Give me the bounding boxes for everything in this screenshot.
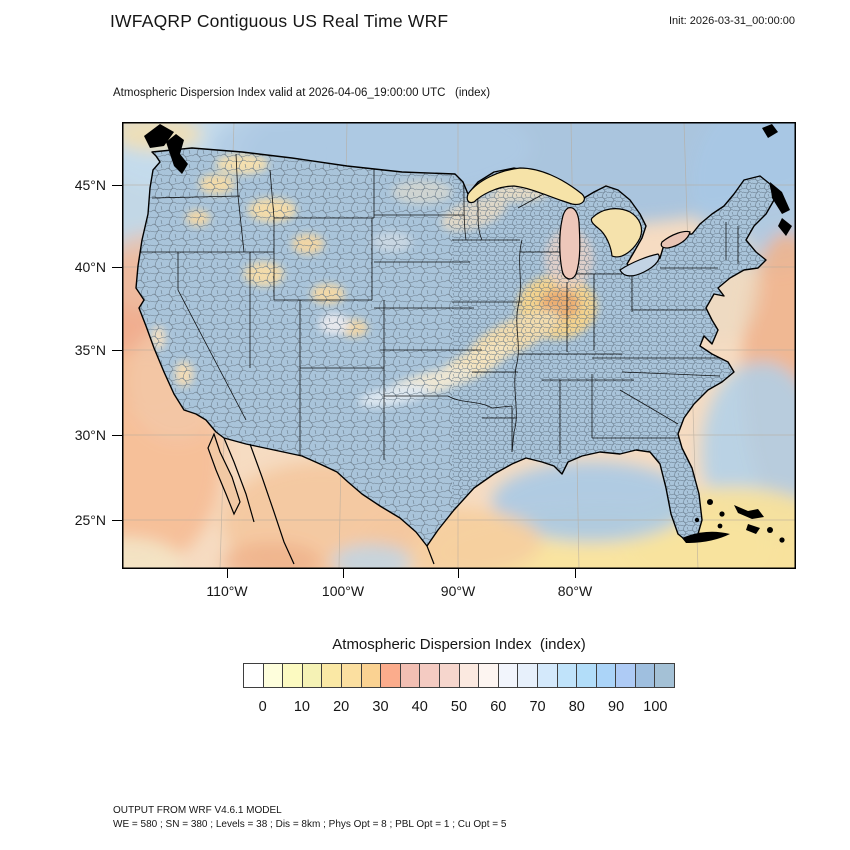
colorbar-title: Atmospheric Dispersion Index (index) (332, 636, 586, 653)
lon-tick-label: 80°W (557, 583, 593, 599)
colorbar-cell (458, 663, 480, 688)
colorbar-tick-label: 70 (529, 699, 546, 715)
colorbar-cell (478, 663, 499, 688)
lat-tick-label: 40°N (74, 259, 106, 275)
colorbar-cell (517, 663, 538, 688)
puget-sound (166, 134, 188, 174)
lon-tick (227, 569, 228, 578)
map-subtitle: Atmospheric Dispersion Index valid at 20… (113, 87, 491, 99)
lat-tick (112, 435, 122, 436)
lake-huron (590, 208, 643, 258)
footer-line-2: WE = 580 ; SN = 380 ; Levels = 38 ; Dis … (113, 818, 507, 830)
colorbar-cell (497, 663, 519, 688)
colorbar-tick-label: 60 (490, 699, 507, 715)
lat-tick (112, 520, 122, 521)
colorbar-cell (321, 663, 342, 688)
colorbar-cell (282, 663, 303, 688)
lake-michigan (559, 207, 581, 280)
lat-tick (112, 267, 122, 268)
lat-tick-label: 35°N (74, 342, 106, 358)
colorbar-cell (380, 663, 401, 688)
lon-tick-label: 110°W (206, 583, 248, 599)
lon-tick-label: 100°W (321, 583, 365, 599)
colorbar-tick-label: 50 (450, 699, 468, 715)
colorbar-cell (262, 663, 284, 688)
mexico-coast (223, 437, 435, 565)
great-lakes (466, 167, 691, 280)
lat-tick-label: 30°N (74, 427, 106, 443)
lon-tick (575, 569, 576, 578)
footer: OUTPUT FROM WRF V4.6.1 MODEL WE = 580 ; … (113, 804, 506, 831)
lon-tick (343, 569, 344, 578)
colorbar-cell (556, 663, 578, 688)
page-title: IWFAQRP Contiguous US Real Time WRF (110, 11, 449, 31)
state-boundaries (140, 153, 739, 460)
colorbar-cell (340, 663, 362, 688)
lat-tick-label: 45°N (74, 177, 106, 193)
conus-outline (135, 147, 775, 547)
baja-california (207, 432, 241, 516)
maritimes (762, 124, 792, 236)
colorbar-cell (438, 663, 460, 688)
colorbar-cell (243, 663, 264, 688)
us-map-svg (122, 122, 796, 569)
map-frame (122, 122, 796, 569)
colorbar-cell (399, 663, 421, 688)
colorbar-cell (360, 663, 382, 688)
colorbar-cell (301, 663, 323, 688)
lake-ontario (660, 230, 691, 249)
lake-erie (619, 253, 660, 277)
colorbar-cell (536, 663, 558, 688)
footer-line-1: OUTPUT FROM WRF V4.6.1 MODEL (113, 805, 282, 816)
init-timestamp: Init: 2026-03-31_00:00:00 (669, 15, 795, 27)
colorbar-tick-label: 80 (568, 699, 585, 715)
lon-tick-label: 90°W (440, 583, 476, 599)
colorbar (243, 663, 676, 688)
colorbar-tick-label: 90 (608, 699, 625, 715)
colorbar-tick-label: 100 (643, 699, 668, 715)
colorbar-tick-label: 30 (372, 699, 389, 715)
islands-and-coasts (144, 124, 792, 565)
colorbar-tick-label: 40 (411, 699, 428, 715)
lon-tick (458, 569, 459, 578)
lat-tick (112, 185, 122, 186)
lake-superior (466, 167, 585, 205)
lat-tick-label: 25°N (74, 512, 106, 528)
colorbar-cell (615, 663, 636, 688)
colorbar-tick-label: 10 (293, 699, 310, 715)
colorbar-legend: Atmospheric Dispersion Index (index) 0 10… (243, 636, 676, 726)
map-region: 45°N 40°N 35°N 30°N 25°N 110°W 100°W 90°W 80°W (75, 122, 796, 599)
bahamas-cuba (682, 499, 785, 543)
colorbar-tick-label: 0 (258, 699, 267, 715)
colorbar-cell (595, 663, 617, 688)
colorbar-cell (419, 663, 440, 688)
lat-tick (112, 350, 122, 351)
colorbar-cell (654, 663, 676, 688)
colorbar-tick-label: 20 (333, 699, 350, 715)
colorbar-cell (634, 663, 656, 688)
colorbar-cell (576, 663, 597, 688)
colorbar-tick-labels: 0 10 20 30 40 50 60 70 80 90 100 (243, 699, 675, 719)
